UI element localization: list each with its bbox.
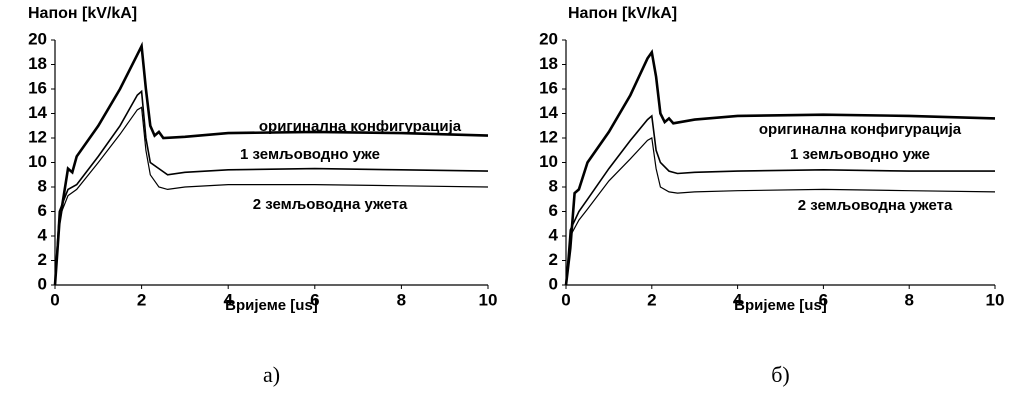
y-tick-label: 10 xyxy=(539,152,558,171)
y-tick-label: 20 xyxy=(28,29,47,48)
series-label: 1 земљоводно уже xyxy=(790,146,930,163)
series-line xyxy=(564,48,996,286)
x-tick-label: 8 xyxy=(397,290,406,309)
x-axis-title: Вријеме [us] xyxy=(225,297,318,314)
x-tick-label: 10 xyxy=(479,290,498,309)
y-axis-title: Напон [kV/kA] xyxy=(568,5,677,22)
y-tick-label: 10 xyxy=(28,152,47,171)
series-label: 1 земљоводно уже xyxy=(240,146,380,163)
y-tick-label: 20 xyxy=(539,29,558,48)
x-tick-label: 6 xyxy=(819,290,828,309)
y-tick-label: 4 xyxy=(549,225,559,244)
series-line xyxy=(54,106,489,286)
x-tick-label: 0 xyxy=(50,290,59,309)
caption: б) xyxy=(771,362,790,387)
x-axis-title: Вријеме [us] xyxy=(734,297,827,314)
y-tick-label: 6 xyxy=(549,201,558,220)
caption: а) xyxy=(263,362,280,387)
series-line xyxy=(54,89,489,286)
y-tick-label: 14 xyxy=(28,103,47,122)
y-tick-label: 0 xyxy=(549,274,558,293)
x-tick-label: 6 xyxy=(310,290,319,309)
series-label: оригинална конфигурација xyxy=(259,118,462,135)
x-tick-label: 10 xyxy=(986,290,1005,309)
series-line xyxy=(565,137,996,286)
y-tick-label: 18 xyxy=(28,54,47,73)
y-tick-label: 8 xyxy=(549,176,558,195)
y-tick-label: 16 xyxy=(539,78,558,97)
x-tick-label: 2 xyxy=(137,290,146,309)
y-tick-label: 2 xyxy=(38,250,47,269)
y-tick-label: 12 xyxy=(539,127,558,146)
y-tick-label: 12 xyxy=(28,127,47,146)
y-tick-label: 8 xyxy=(38,176,47,195)
y-tick-label: 4 xyxy=(38,225,48,244)
x-tick-label: 2 xyxy=(647,290,656,309)
x-tick-label: 8 xyxy=(904,290,913,309)
x-tick-label: 4 xyxy=(223,290,233,309)
y-axis-title: Напон [kV/kA] xyxy=(28,5,137,22)
x-tick-label: 0 xyxy=(561,290,570,309)
y-tick-label: 0 xyxy=(38,274,47,293)
y-tick-label: 18 xyxy=(539,54,558,73)
y-tick-label: 2 xyxy=(549,250,558,269)
series-label: 2 земљоводна ужета xyxy=(798,197,953,214)
series-line xyxy=(53,41,489,286)
series-label: 2 земљоводна ужета xyxy=(253,196,408,213)
series-label: оригинална конфигурација xyxy=(759,121,962,138)
y-tick-label: 16 xyxy=(28,78,47,97)
x-tick-label: 4 xyxy=(733,290,743,309)
y-tick-label: 14 xyxy=(539,103,558,122)
series-line xyxy=(565,114,995,286)
y-tick-label: 6 xyxy=(38,201,47,220)
